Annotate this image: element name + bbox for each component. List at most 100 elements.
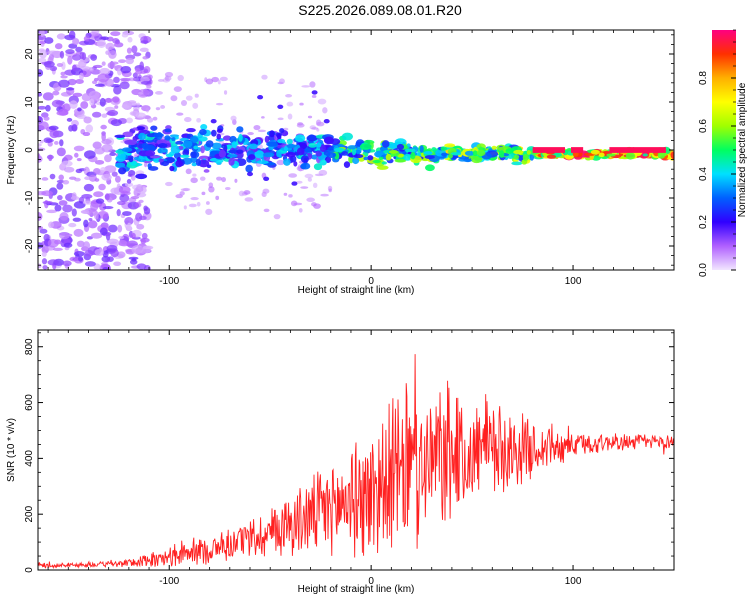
heatmap-cell [215,102,224,106]
heatmap-cell [106,244,118,252]
heatmap-cell [158,143,168,149]
heatmap-cell [76,240,85,248]
heatmap-cell [147,166,159,171]
heatmap-cell [95,198,105,204]
heatmap-cell [176,112,184,116]
heatmap-cell [91,111,102,118]
x-tick-label: 100 [565,276,582,287]
colorbar-gradient [712,30,736,270]
heatmap-cell [47,239,59,248]
heatmap-cell [58,79,70,88]
heatmap-cell [112,96,120,103]
heatmap-cell [38,116,44,124]
heatmap-cell [115,155,126,162]
heatmap-cell [199,128,207,136]
snr-xlabel: Height of straight line (km) [298,584,415,595]
heatmap-cell [288,173,298,178]
heatmap-cell [200,124,208,130]
heatmap-cell [195,158,201,167]
heatmap-cell [105,42,115,51]
heatmap-cell [464,150,475,156]
heatmap-cell [216,133,222,140]
heatmap-cell [41,177,49,181]
heatmap-cell [71,54,82,61]
heatmap-cell [85,124,94,133]
heatmap-cell [111,171,118,177]
heatmap-cell [269,130,275,138]
heatmap-cell [48,125,59,131]
heatmap-cell [72,38,80,46]
spectrogram-heatmap [38,30,674,270]
snr-series-line [38,354,674,570]
heatmap-cell [145,107,150,113]
heatmap-cell [62,260,72,267]
heatmap-cell [244,197,254,202]
heatmap-cell [97,39,107,48]
heatmap-cell [367,155,374,161]
heatmap-cell [104,193,110,201]
heatmap-cell [135,112,146,119]
heatmap-cell [99,227,108,236]
heatmap-cell [297,122,304,126]
heatmap-cell [180,99,188,106]
heatmap-cell [118,59,126,64]
heatmap-cell [323,119,330,124]
heatmap-cell [83,116,92,124]
heatmap-cell [381,161,387,165]
heatmap-cell [138,132,146,141]
heatmap-cell [148,74,153,80]
colorbar-tick-label: 0.2 [698,215,709,229]
heatmap-cell [376,165,389,170]
heatmap-cell [175,140,184,145]
heatmap-cell [279,128,285,134]
heatmap-cell [285,151,297,158]
snr-ylabel: SNR (10 * v/v) [6,418,17,482]
heatmap-cell [139,47,149,53]
heatmap-cell [190,197,199,201]
heatmap-cell [341,132,354,141]
heatmap-cell [169,165,175,172]
heatmap-cell [264,135,270,144]
heatmap-cell [59,50,65,59]
heatmap-cell [236,149,244,154]
heatmap-cell [93,77,99,82]
heatmap-cell [198,155,210,161]
heatmap-cell [142,56,149,60]
heatmap-cell [304,148,312,153]
heatmap-cell [463,159,472,163]
heatmap-cell [42,200,53,205]
heatmap-cell [132,106,140,111]
heatmap-cell [114,105,119,109]
heatmap-cell [192,173,197,177]
heatmap-cell [165,181,173,187]
colorbar-tick-label: 0.6 [698,119,709,133]
x-tick-label: -100 [159,276,179,287]
heatmap-cell [39,228,48,234]
heatmap-cell [642,153,648,157]
heatmap-cell [218,149,227,158]
heatmap-cell [293,202,303,206]
heatmap-cell [38,263,42,269]
x-tick-label: 0 [368,276,374,287]
heatmap-cell [72,64,77,72]
heatmap-cell [38,34,47,41]
heatmap-cell [157,79,165,82]
heatmap-cell [80,101,89,109]
heatmap-cell [60,160,73,167]
heatmap-cell [296,147,305,156]
heatmap-cell [450,152,462,156]
heatmap-cell [372,159,381,164]
heatmap-cell [424,155,435,160]
heatmap-cell [308,142,317,148]
y-tick-label: -10 [24,190,35,205]
heatmap-cell [62,179,70,185]
heatmap-cell [60,71,66,76]
heatmap-cell [257,129,266,133]
heatmap-cell [205,140,214,148]
heatmap-cell [94,248,105,256]
heatmap-cell [283,158,291,166]
heatmap-cell [154,91,163,95]
heatmap-cell [191,162,198,167]
heatmap-cell [68,222,77,228]
heatmap-cell [108,50,117,59]
